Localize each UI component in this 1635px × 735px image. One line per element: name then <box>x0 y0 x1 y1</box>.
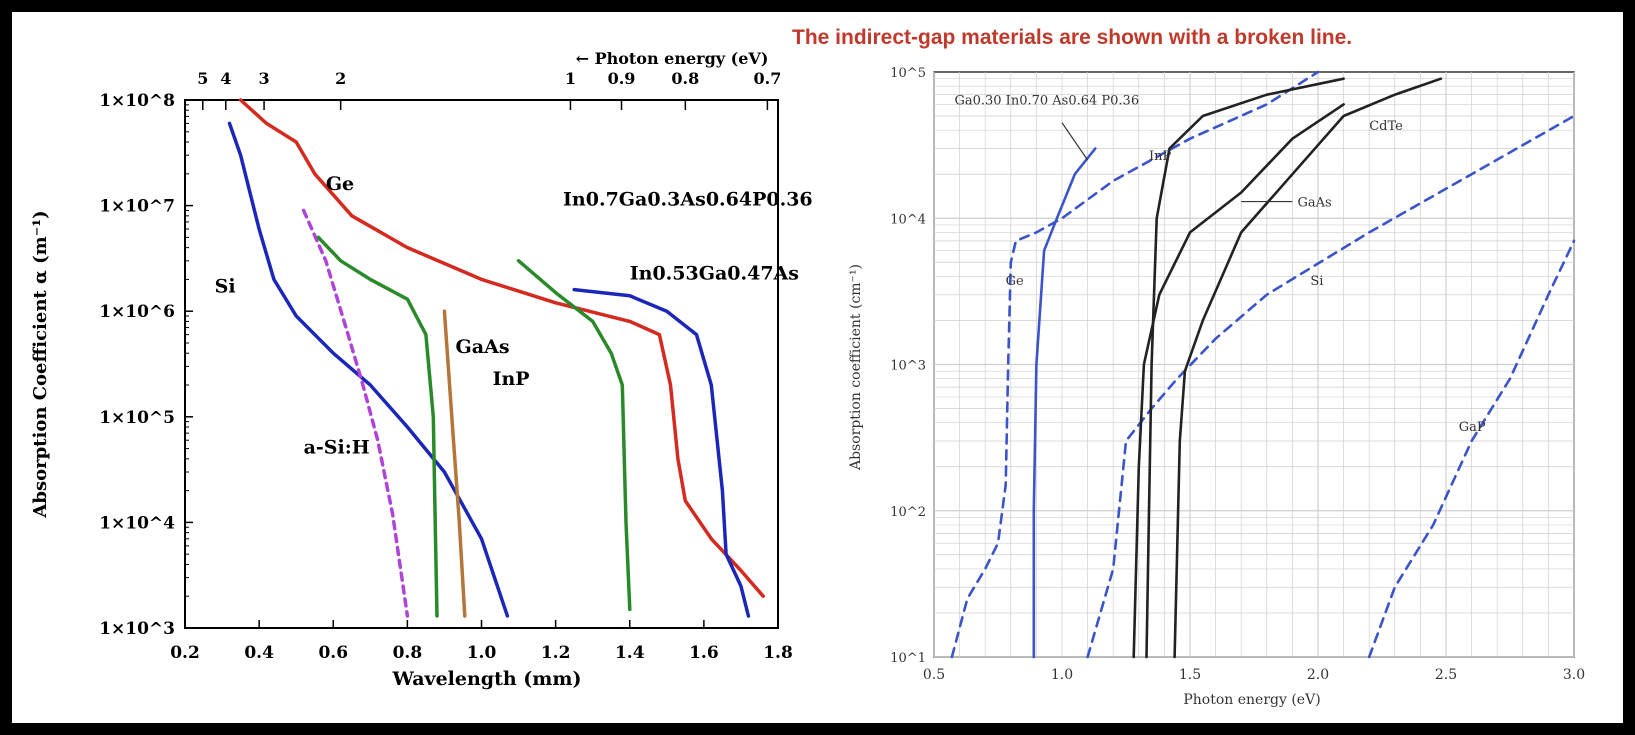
right-series-ge <box>950 70 1320 659</box>
left-series-label: GaAs <box>456 336 510 358</box>
right-y-tick-label: 10^5 <box>890 66 926 81</box>
right-series-label: InP <box>1149 149 1172 164</box>
right-x-tick-label: 2.0 <box>1307 667 1329 683</box>
left-series-in0-7ga0-3as0-64p0-36 <box>516 259 632 612</box>
left-series-a-si-h <box>301 208 410 618</box>
right-x-tick-label: 1.5 <box>1179 667 1201 683</box>
right-ticks: 0.5 1.0 1.5 2.0 2.5 3.0 10^1 10^2 10^3 10^4 10^5 <box>890 66 1585 683</box>
top-axis-label: ← Photon energy (eV) <box>576 49 769 68</box>
left-y-label: Absorption Coefficient α (m⁻¹) <box>30 210 51 518</box>
right-y-tick-label: 10^3 <box>890 359 926 374</box>
left-x-tick-label: 0.4 <box>244 643 274 663</box>
right-labels: Ga0.30 In0.70 As0.64 P0.36 InP CdTe GaAs Ge S… <box>954 93 1485 435</box>
right-chart: 0.5 1.0 1.5 2.0 2.5 3.0 10^1 10^2 10^3 10^4 10^5 G… <box>848 66 1585 708</box>
right-series-ga0-30in0-70as0-64p0-36 <box>1032 147 1097 659</box>
right-y-tick-label: 10^1 <box>890 651 926 666</box>
left-x-tick-label: 1.6 <box>689 643 719 663</box>
top-axis-tick-label: 0.9 <box>608 69 636 88</box>
right-grid <box>933 72 1575 658</box>
top-axis-tick-label: 1 <box>565 69 576 88</box>
left-x-tick-label: 0.6 <box>318 643 348 663</box>
left-y-tick-label: 1×10^8 <box>99 91 175 111</box>
right-series-cdte <box>1173 77 1443 659</box>
left-series-label: a-Si:H <box>304 436 370 458</box>
figure-frame: The indirect-gap materials are shown wit… <box>12 12 1623 723</box>
left-x-tick-label: 1.4 <box>615 643 645 663</box>
right-x-tick-label: 1.0 <box>1051 667 1073 683</box>
left-series-in0-53ga0-47as <box>572 287 751 618</box>
top-axis-tick-label: 3 <box>258 69 269 88</box>
left-series-label: Ge <box>326 173 354 195</box>
top-axis-tick-label: 2 <box>335 69 346 88</box>
top-axis-tick-label: 5 <box>197 69 208 88</box>
right-y-tick-label: 10^4 <box>890 212 926 227</box>
right-x-tick-label: 3.0 <box>1563 667 1585 683</box>
right-y-tick-label: 10^2 <box>890 505 926 520</box>
top-axis-tick-label: 0.7 <box>753 69 781 88</box>
left-series-ge <box>238 98 765 598</box>
left-chart: 0.2 0.4 0.6 0.8 1.0 1.2 1.4 1.6 1.8 1×10^3 1×10^4 1… <box>30 49 813 690</box>
right-series-label: Ge <box>1006 274 1024 289</box>
left-series-label: In0.7Ga0.3As0.64P0.36 <box>563 189 813 211</box>
right-x-label: Photon energy (eV) <box>1183 692 1320 708</box>
right-series-gap <box>1367 239 1576 659</box>
left-x-tick-label: 1.8 <box>763 643 793 663</box>
right-series-label: GaP <box>1459 420 1486 435</box>
left-y-tick-label: 1×10^3 <box>99 619 175 639</box>
left-series-label: In0.53Ga0.47As <box>630 262 799 284</box>
left-labels: Ge Si a-Si:H GaAs InP In0.7Ga0.3As0.64P0.36 In… <box>215 173 813 458</box>
left-ticks: 0.2 0.4 0.6 0.8 1.0 1.2 1.4 1.6 1.8 1×10^3 1×10^4 1… <box>99 69 793 663</box>
left-series-si <box>227 121 510 618</box>
right-y-label: Absorption coefficient (cm⁻¹) <box>848 264 864 471</box>
left-y-tick-label: 1×10^4 <box>99 513 175 533</box>
right-series-label: Ga0.30 In0.70 As0.64 P0.36 <box>954 93 1139 108</box>
left-y-tick-label: 1×10^7 <box>99 197 175 217</box>
right-x-tick-label: 2.5 <box>1435 667 1457 683</box>
left-series-label: InP <box>493 368 530 390</box>
right-label-pointer <box>1061 122 1089 161</box>
top-axis-tick-label: 4 <box>220 69 231 88</box>
right-series-gaas <box>1132 103 1345 659</box>
right-series <box>950 70 1576 659</box>
indirect-gap-note: The indirect-gap materials are shown wit… <box>792 26 1353 49</box>
left-x-label: Wavelength (mm) <box>392 668 582 690</box>
top-axis-tick-label: 0.8 <box>671 69 699 88</box>
right-x-tick-label: 0.5 <box>923 667 945 683</box>
right-series-label: Si <box>1310 274 1323 289</box>
left-series-label: Si <box>215 276 236 298</box>
left-y-tick-label: 1×10^5 <box>99 408 175 428</box>
right-series-si <box>1086 114 1576 659</box>
left-series-inp <box>442 309 467 618</box>
left-plot-frame <box>184 99 779 629</box>
right-series-inp <box>1145 77 1345 659</box>
left-x-tick-label: 1.0 <box>467 643 497 663</box>
right-series-label: GaAs <box>1298 196 1332 211</box>
figure-svg: 0.2 0.4 0.6 0.8 1.0 1.2 1.4 1.6 1.8 1×10^3 1×10^4 1… <box>30 49 1585 708</box>
left-series <box>227 98 765 618</box>
left-x-tick-label: 0.2 <box>170 643 200 663</box>
left-x-tick-label: 0.8 <box>393 643 423 663</box>
left-series-gaas <box>316 235 439 618</box>
left-x-tick-label: 1.2 <box>541 643 571 663</box>
left-y-tick-label: 1×10^6 <box>99 302 175 322</box>
right-series-label: CdTe <box>1369 119 1403 134</box>
